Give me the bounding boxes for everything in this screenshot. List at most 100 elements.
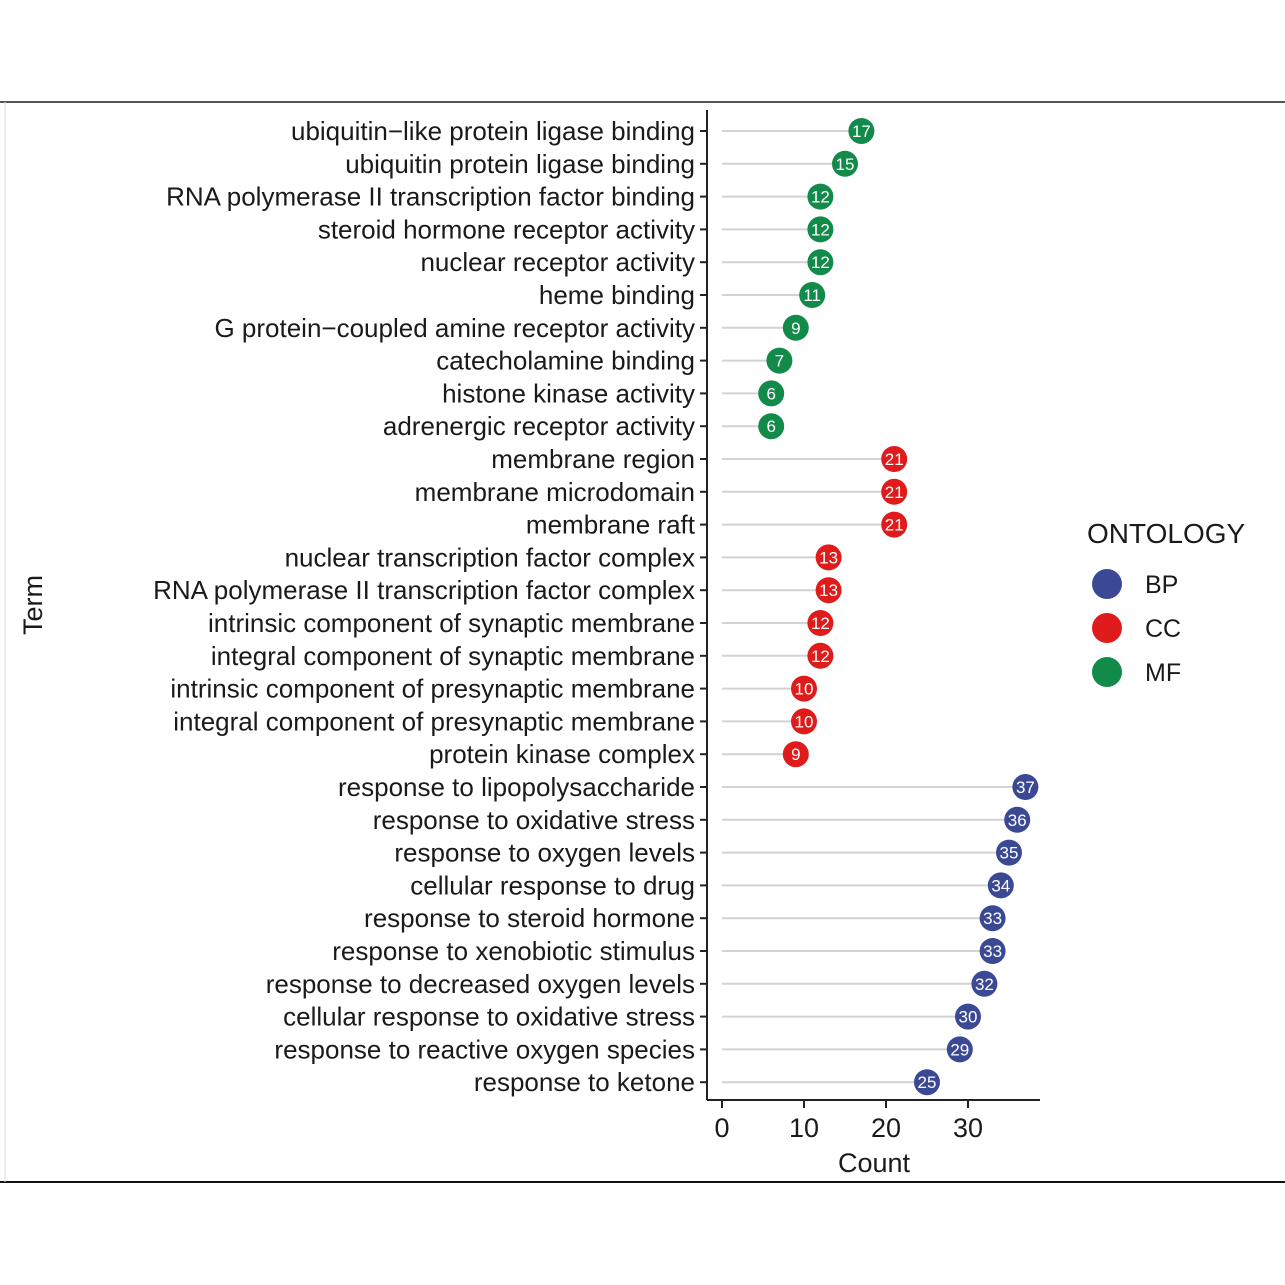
data-point-label: 13 xyxy=(819,548,838,567)
x-tick-label: 30 xyxy=(953,1113,983,1143)
term-label: steroid hormone receptor activity xyxy=(318,214,695,244)
term-label: ubiquitin protein ligase binding xyxy=(345,149,695,179)
data-point-mf xyxy=(766,347,793,374)
data-point-label: 21 xyxy=(885,516,904,535)
term-label: response to oxygen levels xyxy=(394,838,695,868)
data-point-label: 33 xyxy=(983,942,1002,961)
data-point-label: 9 xyxy=(791,745,800,764)
data-point-label: 7 xyxy=(775,352,784,371)
data-point-label: 25 xyxy=(918,1073,937,1092)
point-layer: 1715121212119766212121131312121010937363… xyxy=(758,118,1039,1096)
data-point-bp xyxy=(996,839,1022,866)
term-label: nuclear transcription factor complex xyxy=(285,542,695,572)
term-label: adrenergic receptor activity xyxy=(383,411,695,441)
term-label: response to ketone xyxy=(474,1067,695,1097)
legend-key-cc xyxy=(1092,613,1122,643)
term-label: histone kinase activity xyxy=(442,378,695,408)
term-label: response to reactive oxygen species xyxy=(274,1034,695,1064)
legend-label-mf: MF xyxy=(1145,659,1181,687)
data-point-mf xyxy=(782,314,809,341)
data-point-bp xyxy=(946,1036,973,1063)
data-point-label: 15 xyxy=(836,155,855,174)
data-point-mf xyxy=(848,118,875,144)
data-point-label: 33 xyxy=(983,909,1002,928)
data-point-cc xyxy=(791,708,817,735)
data-point-bp xyxy=(914,1069,940,1096)
data-point-mf xyxy=(758,413,785,440)
data-point-cc xyxy=(807,642,834,669)
data-point-label: 35 xyxy=(1000,844,1019,863)
data-point-cc xyxy=(807,610,834,636)
data-point-label: 17 xyxy=(852,122,871,141)
x-tick-label: 0 xyxy=(714,1113,729,1143)
legend-label-bp: BP xyxy=(1145,571,1178,599)
term-label: nuclear receptor activity xyxy=(420,247,695,277)
y-axis-title: Term xyxy=(18,575,48,635)
legend: ONTOLOGY BP CC MF xyxy=(1087,518,1246,687)
legend-key-bp xyxy=(1092,569,1122,599)
term-label: G protein−coupled amine receptor activit… xyxy=(214,313,695,343)
data-point-bp xyxy=(1012,774,1039,800)
data-point-bp xyxy=(955,1003,981,1030)
term-label: integral component of synaptic membrane xyxy=(211,641,695,671)
data-point-cc xyxy=(815,544,842,571)
term-label: response to steroid hormone xyxy=(364,903,695,933)
data-point-label: 10 xyxy=(795,680,814,699)
data-point-cc xyxy=(815,577,842,604)
data-point-label: 6 xyxy=(766,384,775,403)
data-point-bp xyxy=(987,872,1014,899)
term-label: ubiquitin−like protein ligase binding xyxy=(291,116,695,146)
term-label: membrane region xyxy=(491,444,695,474)
data-point-label: 13 xyxy=(819,581,838,600)
data-point-label: 12 xyxy=(811,220,830,239)
term-label: membrane raft xyxy=(526,510,696,540)
data-point-bp xyxy=(971,970,998,997)
term-label: catecholamine binding xyxy=(436,346,695,376)
term-label: RNA polymerase II transcription factor c… xyxy=(153,575,695,605)
term-label: intrinsic component of presynaptic membr… xyxy=(170,674,695,704)
data-point-label: 36 xyxy=(1008,811,1027,830)
data-point-mf xyxy=(832,150,858,177)
term-label: response to lipopolysaccharide xyxy=(338,772,695,802)
data-point-cc xyxy=(881,511,908,538)
term-label: cellular response to drug xyxy=(410,870,695,900)
data-point-label: 12 xyxy=(811,647,830,666)
legend-title: ONTOLOGY xyxy=(1087,518,1246,549)
data-point-cc xyxy=(881,478,908,505)
data-point-cc xyxy=(791,675,817,702)
term-label-layer: ubiquitin−like protein ligase bindingubi… xyxy=(153,116,696,1097)
data-point-mf xyxy=(807,249,834,276)
term-label: intrinsic component of synaptic membrane xyxy=(208,608,695,638)
legend-label-cc: CC xyxy=(1145,615,1181,643)
data-point-mf xyxy=(758,380,785,407)
data-point-label: 11 xyxy=(803,286,821,305)
data-point-mf xyxy=(807,216,834,243)
term-label: RNA polymerase II transcription factor b… xyxy=(166,182,695,212)
data-point-bp xyxy=(979,905,1006,932)
data-point-label: 12 xyxy=(811,188,830,207)
data-point-mf xyxy=(799,282,826,308)
x-tick-label: 10 xyxy=(789,1113,819,1143)
x-axis-title: Count xyxy=(838,1148,911,1178)
data-point-label: 37 xyxy=(1016,778,1035,797)
data-point-mf xyxy=(807,183,834,210)
data-point-label: 6 xyxy=(766,417,775,436)
term-label: heme binding xyxy=(539,280,695,310)
axes-layer: 0 10 20 30 xyxy=(700,110,1040,1143)
data-point-label: 12 xyxy=(811,614,830,633)
term-label: response to decreased oxygen levels xyxy=(266,969,695,999)
data-point-label: 9 xyxy=(791,319,800,338)
data-point-bp xyxy=(979,938,1006,964)
term-label: integral component of presynaptic membra… xyxy=(173,706,695,736)
stem-layer xyxy=(722,130,1026,1084)
data-point-label: 21 xyxy=(885,450,904,469)
term-label: response to oxidative stress xyxy=(373,805,695,835)
data-point-label: 10 xyxy=(795,712,814,731)
data-point-cc xyxy=(881,446,908,472)
data-point-label: 34 xyxy=(991,876,1010,895)
term-label: protein kinase complex xyxy=(429,739,695,769)
data-point-label: 32 xyxy=(975,975,994,994)
x-tick-label: 20 xyxy=(871,1113,901,1143)
